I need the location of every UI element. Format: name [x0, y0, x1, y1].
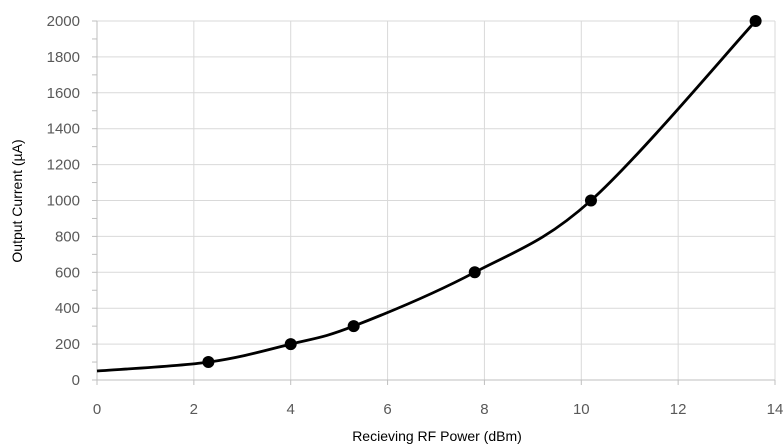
x-tick-label: 14 — [767, 401, 784, 418]
x-tick-label: 12 — [670, 401, 687, 418]
y-tick-label: 1000 — [47, 193, 80, 210]
data-point — [468, 266, 481, 279]
x-tick-label: 2 — [190, 401, 198, 418]
x-tick-label: 8 — [480, 401, 488, 418]
y-tick-label: 1800 — [47, 49, 80, 66]
x-tick-label: 10 — [573, 401, 590, 418]
data-point — [584, 194, 597, 207]
y-tick-label: 2000 — [47, 13, 80, 30]
axes — [92, 20, 776, 385]
data-points — [202, 15, 762, 369]
data-point — [284, 338, 297, 351]
data-point — [347, 320, 360, 333]
y-tick-label: 200 — [55, 336, 80, 353]
x-tick-label: 0 — [93, 401, 101, 418]
series-line — [96, 20, 757, 373]
y-axis-title: Output Current (µA) — [9, 139, 25, 262]
y-tick-label: 0 — [72, 372, 80, 389]
y-tick-label: 600 — [55, 264, 80, 281]
tick-labels: 0 2 4 6 8 10 12 14 0 200 400 600 800 1000 1200 1400 1600… — [47, 13, 784, 418]
y-tick-label: 800 — [55, 228, 80, 245]
data-point — [202, 356, 215, 369]
x-tick-label: 6 — [383, 401, 391, 418]
x-tick-label: 4 — [287, 401, 295, 418]
data-point — [749, 15, 762, 27]
y-tick-label: 1400 — [47, 121, 80, 138]
grid — [97, 20, 776, 380]
y-tick-label: 1600 — [47, 85, 80, 102]
y-tick-label: 1200 — [47, 157, 80, 174]
y-tick-label: 400 — [55, 300, 80, 317]
x-axis-title: Recieving RF Power (dBm) — [352, 428, 522, 444]
